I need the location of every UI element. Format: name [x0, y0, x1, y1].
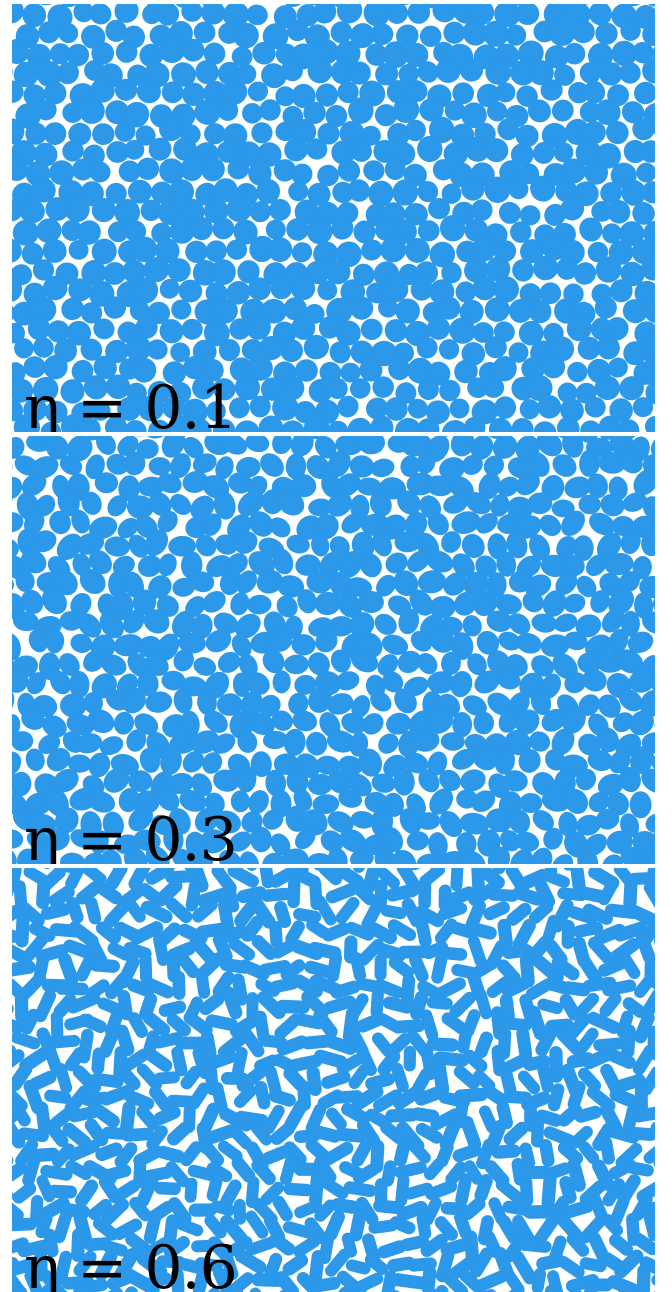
eta-label-0-1: η = 0.1	[24, 373, 238, 432]
packing-panel-eta-0-1: η = 0.1	[12, 4, 655, 432]
packing-panel-eta-0-6: η = 0.6	[12, 868, 655, 1292]
packing-panel-eta-0-3: η = 0.3	[12, 436, 655, 864]
particle-field-eta-0-1	[12, 4, 655, 432]
eta-label-0-6: η = 0.6	[24, 1233, 238, 1292]
particle-field-eta-0-3	[12, 436, 655, 864]
eta-label-0-3: η = 0.3	[24, 805, 238, 864]
particle-field-eta-0-6	[12, 868, 655, 1292]
